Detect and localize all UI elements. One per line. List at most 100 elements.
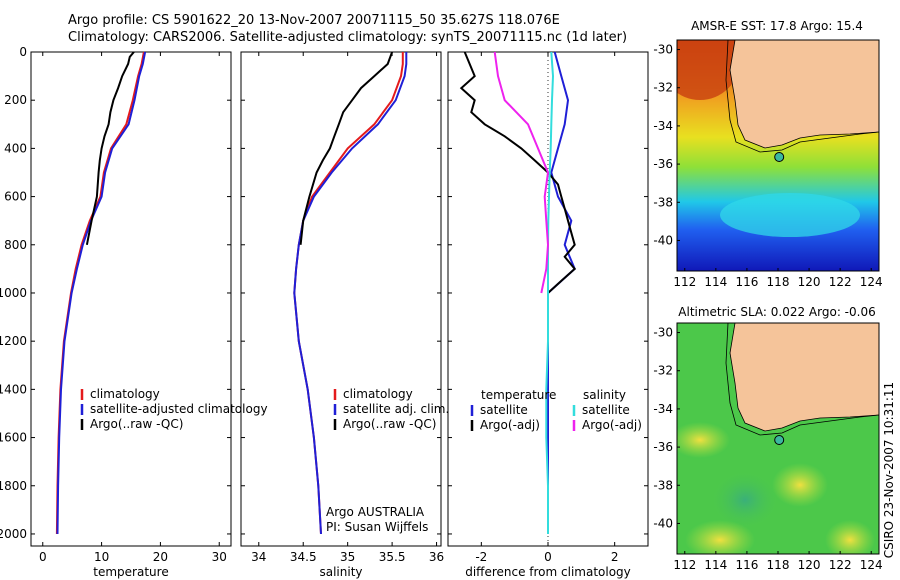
series-line-climatology <box>293 52 404 535</box>
legend-label: satellite-adjusted climatology <box>90 402 268 416</box>
series-line-argo-raw-qc- <box>85 51 135 245</box>
legend-label: climatology <box>90 387 160 401</box>
x-tick-label: 20 <box>153 550 168 564</box>
sla-high-2 <box>772 463 828 507</box>
x-tick-label: 116 <box>735 558 758 572</box>
sla-map-axes: 112 114 116 118 120 122 124 -30 -32 -34 -36 -38 -40 <box>653 326 882 572</box>
y-tick-label: -38 <box>653 478 673 492</box>
sst-map-axes: 112 114 116 118 120 122 124 -30 -32 -34 -36 -38 -40 <box>653 43 882 289</box>
y-tick-label: 2000 <box>0 527 27 541</box>
sla-high-3 <box>825 520 875 554</box>
legend-label: satellite <box>480 403 528 417</box>
sla-map-panel: Altimetric SLA: 0.022 Argo: -0.06 112 114… <box>653 305 882 572</box>
isobath-contour <box>725 40 879 153</box>
x-tick-label: 112 <box>673 558 696 572</box>
x-tick-label: 120 <box>798 558 821 572</box>
legend-title: salinity <box>583 388 626 402</box>
x-tick-label: 2 <box>611 550 619 564</box>
legend-label: satellite adj. clim. <box>343 402 449 416</box>
legend-title: temperature <box>481 388 556 402</box>
isobath-contour <box>725 323 879 436</box>
annotation-text: PI: Susan Wijffels <box>326 520 428 534</box>
series-line-argo-adj- <box>493 51 550 294</box>
y-tick-label: -40 <box>653 233 673 247</box>
annotation-text: Argo AUSTRALIA <box>326 505 425 519</box>
y-tick-label: -32 <box>653 364 673 378</box>
legend-label: climatology <box>343 387 413 401</box>
x-tick-label: 10 <box>94 550 109 564</box>
series-line-satellite-adj-clim- <box>293 52 408 535</box>
y-tick-label: -30 <box>653 43 673 57</box>
y-tick-label: 1400 <box>0 382 27 396</box>
series-line-satellite <box>547 51 576 534</box>
y-tick-label: -38 <box>653 195 673 209</box>
x-tick-label: 0 <box>544 550 552 564</box>
sst-map-panel: AMSR-E SST: 17.8 Argo: 15.4 112 114 116 118… <box>653 19 882 289</box>
x-tick-label: 114 <box>704 275 727 289</box>
x-tick-label: 124 <box>860 558 883 572</box>
x-tick-label: 120 <box>798 275 821 289</box>
x-tick-label: 122 <box>829 275 852 289</box>
axes-frame <box>240 51 442 547</box>
series-line-argo-raw-qc- <box>299 51 394 245</box>
x-axis-label: temperature <box>93 565 168 579</box>
legend-label: Argo(-adj) <box>582 418 642 432</box>
y-tick-label: -34 <box>653 402 673 416</box>
sla-high-4 <box>685 520 755 554</box>
x-tick-label: 34 <box>251 550 266 564</box>
x-tick-label: 118 <box>767 558 790 572</box>
x-tick-label: 124 <box>860 275 883 289</box>
y-tick-label: 1000 <box>0 286 27 300</box>
y-tick-label: -32 <box>653 81 673 95</box>
land-australia <box>729 40 879 149</box>
sla-eddy-1 <box>710 470 780 530</box>
y-tick-label: 200 <box>4 93 27 107</box>
y-tick-label: -30 <box>653 326 673 340</box>
legend-label: Argo(..raw -QC) <box>90 417 183 431</box>
y-tick-label: 1600 <box>0 431 27 445</box>
x-tick-label: 0 <box>39 550 47 564</box>
x-tick-label: -2 <box>475 550 487 564</box>
temperature-panel: 0 200 400 600 800 1000 1200 1400 1600 1800 2000 0 10… <box>0 45 268 579</box>
y-tick-label: 600 <box>4 190 27 204</box>
x-tick-label: 116 <box>735 275 758 289</box>
y-tick-label: -34 <box>653 119 673 133</box>
y-tick-label: 800 <box>4 238 27 252</box>
x-tick-label: 114 <box>704 558 727 572</box>
argo-float-marker <box>774 152 785 162</box>
y-tick-label: 1200 <box>0 334 27 348</box>
sst-cyan-band <box>720 193 860 237</box>
series-line-satellite <box>545 51 555 534</box>
y-tick-label: 1800 <box>0 479 27 493</box>
salinity-panel: 34 34.5 35 35.5 36 salinity climatologysatelli… <box>240 51 449 579</box>
x-tick-label: 112 <box>673 275 696 289</box>
sla-high-1 <box>677 422 730 458</box>
credit-stamp: CSIRO 23-Nov-2007 10:31:11 <box>882 382 896 558</box>
series-line-argo-adj- <box>459 51 577 294</box>
sst-warm-patch <box>677 40 740 100</box>
figure-title-line-2: Climatology: CARS2006. Satellite-adjuste… <box>68 30 628 45</box>
land-australia <box>729 323 879 432</box>
x-axis-label: salinity <box>319 565 362 579</box>
legend-label: satellite <box>582 403 630 417</box>
y-tick-label: -40 <box>653 516 673 530</box>
legend-label: Argo(-adj) <box>480 418 540 432</box>
x-tick-label: 35.5 <box>379 550 406 564</box>
sst-map-title: AMSR-E SST: 17.8 Argo: 15.4 <box>691 19 863 33</box>
figure-title-line-1: Argo profile: CS 5901622_20 13-Nov-2007 … <box>68 13 560 28</box>
y-tick-label: -36 <box>653 440 673 454</box>
y-tick-label: -36 <box>653 157 673 171</box>
series-line-satellite-adjusted-climatology <box>56 51 147 535</box>
x-tick-label: 36 <box>429 550 444 564</box>
x-tick-label: 118 <box>767 275 790 289</box>
x-tick-label: 122 <box>829 558 852 572</box>
sla-map-title: Altimetric SLA: 0.022 Argo: -0.06 <box>678 305 875 319</box>
legend-label: Argo(..raw -QC) <box>343 417 436 431</box>
series-line-climatology <box>55 51 145 535</box>
y-tick-label: 0 <box>19 45 27 59</box>
x-tick-label: 30 <box>212 550 227 564</box>
x-axis-label: difference from climatology <box>465 565 631 579</box>
argo-float-marker <box>774 435 785 445</box>
